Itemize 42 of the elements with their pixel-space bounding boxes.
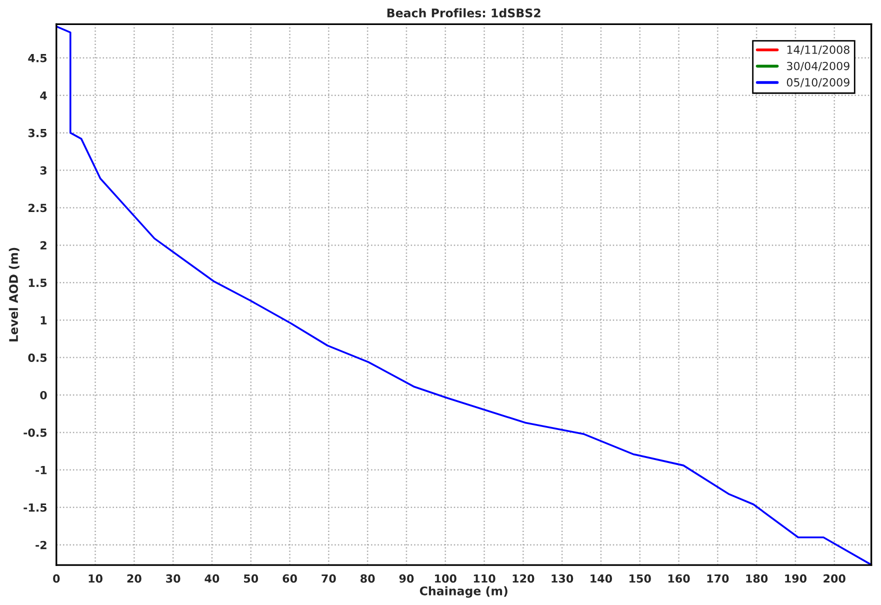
x-tick-label: 40 [204,574,220,583]
y-tick-label: 1 [40,316,47,324]
x-tick-label: 120 [512,574,534,583]
x-tick-label: 60 [282,574,297,583]
y-tick-label: 0 [40,390,47,400]
x-tick-label: 50 [244,574,258,583]
x-tick-label: 0 [53,574,60,583]
legend-label: 05/10/2009 [786,78,850,88]
y-tick-label: -0.5 [24,428,47,437]
x-tick-label: 10 [88,574,102,583]
line-series [56,26,872,566]
y-tick-label: 1.5 [28,278,47,288]
x-tick-label: 20 [127,574,142,583]
y-tick-label: 2.5 [28,204,47,212]
x-tick-label: 200 [824,574,846,583]
x-tick-label: 180 [746,574,768,583]
y-tick-label: 3.5 [28,128,47,138]
x-tick-label: 30 [166,574,180,583]
x-tick-label: 190 [785,574,807,583]
y-tick-label: -1.5 [24,504,47,512]
x-tick-label: 70 [322,574,336,583]
x-tick-label: 140 [590,574,612,583]
x-tick-label: 110 [474,574,496,583]
legend-label: 14/11/2008 [787,46,850,55]
x-tick-label: 80 [360,574,375,583]
legend-label: 30/04/2009 [787,62,850,72]
chart-title: Beach Profiles: 1dSBS2 [387,8,540,18]
x-tick-label: 90 [399,574,414,583]
x-tick-label: 170 [707,574,729,583]
x-tick-label: 150 [630,574,651,583]
x-axis-title: Chainage (m) [420,586,508,598]
y-tick-label: 2 [40,241,46,250]
x-tick-label: 130 [552,574,574,583]
y-tick-label: 4 [40,91,47,100]
y-tick-label: -1 [36,466,47,474]
y-tick-label: 3 [40,166,46,175]
y-tick-label: -2 [36,540,46,550]
x-tick-label: 160 [668,574,690,583]
x-tick-label: 100 [435,574,456,583]
y-axis-title: Level AOD (m) [8,248,20,342]
y-tick-label: 4.5 [28,54,47,62]
y-tick-label: 0.5 [28,354,47,362]
